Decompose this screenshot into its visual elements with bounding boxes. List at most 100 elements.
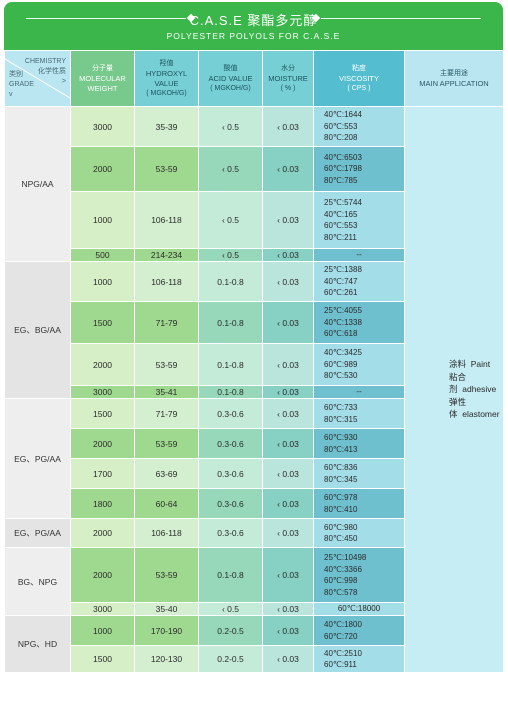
acid-value-cell: ‹ 0.5 <box>198 191 263 249</box>
molecular-weight-cell: 3000 <box>70 385 135 399</box>
viscosity-value: 60℃:261 <box>324 288 358 298</box>
viscosity-value: 40℃:3425 <box>324 348 362 358</box>
molecular-weight-cell: 2000 <box>70 518 135 548</box>
viscosity-value: 40℃:1338 <box>324 317 362 327</box>
application-cn: 弹性体 <box>449 396 467 420</box>
viscosity-value: 80℃:578 <box>324 587 358 597</box>
grade-cell: BG、NPG <box>4 547 71 616</box>
moisture-cell: ‹ 0.03 <box>262 106 314 147</box>
viscosity-value: 60℃:720 <box>324 631 358 641</box>
viscosity-value: 40℃:165 <box>324 209 358 219</box>
viscosity-cell: 60℃:836 80℃:345 <box>313 458 405 489</box>
header-chemistry: CHEMISTRY 化学性质 > <box>24 58 66 85</box>
title-english: POLYESTER POLYOLS FOR C.A.S.E <box>166 31 341 41</box>
viscosity-value: 80℃:345 <box>324 474 358 484</box>
acid-value-cell: 0.3-0.6 <box>198 518 263 548</box>
header-grade: 类别 GRADE v <box>9 71 34 98</box>
hydroxyl-value-cell: 63-69 <box>134 458 199 489</box>
hydroxyl-value-cell: 35-40 <box>134 602 199 616</box>
acid-value-cell: 0.1-0.8 <box>198 301 263 344</box>
application-cn: 涂料 <box>449 359 467 370</box>
viscosity-value: 25℃:10498 <box>324 553 367 562</box>
title-rule-right <box>321 18 481 19</box>
molecular-weight-cell: 1000 <box>70 191 135 249</box>
hydroxyl-value-cell: 106-118 <box>134 518 199 548</box>
application-cn: 粘合剂 <box>449 371 467 395</box>
header-chemistry-grade: CHEMISTRY 化学性质 > 类别 GRADE v <box>4 50 71 107</box>
acid-value-cell: ‹ 0.5 <box>198 146 263 192</box>
viscosity-cell: 25℃:10498 40℃:3366 60℃:998 80℃:578 <box>313 547 405 603</box>
header-acid-value: 酸值 ACID VALUE ( MGKOH/G) <box>198 50 263 107</box>
acid-value-cell: 0.3-0.6 <box>198 488 263 519</box>
viscosity-value: 25℃:5744 <box>324 198 362 207</box>
application-item: 粘合剂 adhesive <box>449 371 503 396</box>
molecular-weight-cell: 2000 <box>70 343 135 386</box>
viscosity-cell: 40℃:1800 60℃:720 <box>313 615 405 646</box>
hydroxyl-value-cell: 120-130 <box>134 645 199 673</box>
application-en: elastomer <box>462 409 500 420</box>
table-row: 500 214-234 ‹ 0.5 ‹ 0.03 -- <box>5 248 504 262</box>
acid-value-cell: 0.3-0.6 <box>198 458 263 489</box>
moisture-cell: ‹ 0.03 <box>262 645 314 673</box>
hydroxyl-value-cell: 170-190 <box>134 615 199 646</box>
viscosity-cell: 40℃:1644 60℃:553 80℃:208 <box>313 106 405 147</box>
moisture-cell: ‹ 0.03 <box>262 146 314 192</box>
table-row: 2000 53-59 0.1-0.8 ‹ 0.03 40℃:3425 60℃:989 80℃… <box>5 343 504 386</box>
hydroxyl-value-cell: 53-59 <box>134 547 199 603</box>
viscosity-value: 60℃:1798 <box>324 164 362 174</box>
viscosity-cell: 60℃:733 80℃:315 <box>313 398 405 429</box>
main-application-cell: 涂料 Paint 粘合剂 adhesive 弹性体 elastomer <box>404 106 504 673</box>
acid-value-cell: 0.1-0.8 <box>198 261 263 302</box>
moisture-cell: ‹ 0.03 <box>262 615 314 646</box>
viscosity-cell: 40℃:6503 60℃:1798 80℃:785 <box>313 146 405 192</box>
grade-cell: NPG/AA <box>4 106 71 262</box>
hydroxyl-value-cell: 53-59 <box>134 343 199 386</box>
viscosity-value: 40℃:3366 <box>324 564 362 574</box>
viscosity-value: 60℃:18000 <box>337 604 381 614</box>
acid-value-cell: 0.3-0.6 <box>198 398 263 429</box>
moisture-cell: ‹ 0.03 <box>262 602 314 616</box>
table-row: 1500 71-79 0.1-0.8 ‹ 0.03 25℃:4055 40℃:1338 60… <box>5 301 504 344</box>
molecular-weight-cell: 500 <box>70 248 135 262</box>
molecular-weight-cell: 1800 <box>70 488 135 519</box>
table-row: NPG/AA 3000 35-39 ‹ 0.5 ‹ 0.03 40℃:1644 60℃:55… <box>4 106 504 673</box>
moisture-cell: ‹ 0.03 <box>262 385 314 399</box>
header-row: CHEMISTRY 化学性质 > 类别 GRADE v 分子量 MOLECULA… <box>4 50 504 107</box>
viscosity-value: -- <box>356 387 362 397</box>
viscosity-value: 60℃:930 <box>324 433 358 442</box>
viscosity-value: 60℃:553 <box>324 221 358 230</box>
viscosity-value: 60℃:553 <box>324 121 358 131</box>
moisture-cell: ‹ 0.03 <box>262 248 314 262</box>
table-body: NPG/AA 3000 35-39 ‹ 0.5 ‹ 0.03 40℃:1644 60℃:55… <box>4 106 504 673</box>
hydroxyl-value-cell: 71-79 <box>134 301 199 344</box>
table-row: 1000 106-118 ‹ 0.5 ‹ 0.03 25℃:5744 40℃:165 60℃… <box>5 191 504 249</box>
moisture-cell: ‹ 0.03 <box>262 518 314 548</box>
viscosity-cell: 60℃:18000 <box>313 602 405 616</box>
application-item: 涂料 Paint <box>449 358 503 371</box>
viscosity-cell: -- <box>313 385 405 399</box>
viscosity-value: 80℃:211 <box>324 232 357 242</box>
header-molecular-weight: 分子量 MOLECULAR WEIGHT <box>70 50 135 107</box>
moisture-cell: ‹ 0.03 <box>262 458 314 489</box>
viscosity-cell: 60℃:930 80℃:413 <box>313 428 405 459</box>
hydroxyl-value-cell: 214-234 <box>134 248 199 262</box>
molecular-weight-cell: 2000 <box>70 547 135 603</box>
viscosity-value: 60℃:618 <box>324 329 358 339</box>
table-row: 1700 63-69 0.3-0.6 ‹ 0.03 60℃:836 80℃:345 <box>5 458 504 489</box>
table-row: EG、BG/AA 1000 106-118 0.1-0.8 ‹ 0.03 25℃:1388… <box>4 261 504 399</box>
header-main-application: 主要用途 MAIN APPLICATION <box>404 50 504 107</box>
viscosity-cell: 25℃:1388 40℃:747 60℃:261 <box>313 261 405 302</box>
acid-value-cell: ‹ 0.5 <box>198 248 263 262</box>
hydroxyl-value-cell: 53-59 <box>134 146 199 192</box>
table-row: 1800 60-64 0.3-0.6 ‹ 0.03 60℃:978 80℃:410 <box>5 488 504 519</box>
molecular-weight-cell: 1700 <box>70 458 135 489</box>
viscosity-value: 40℃:1800 <box>324 620 362 629</box>
hydroxyl-value-cell: 35-39 <box>134 106 199 147</box>
viscosity-cell: 40℃:2510 60℃:911 <box>313 645 405 673</box>
viscosity-cell: -- <box>313 248 405 262</box>
acid-value-cell: 0.2-0.5 <box>198 645 263 673</box>
header-moisture: 水分 MOISTURE ( % ) <box>262 50 314 107</box>
viscosity-value: 25℃:1388 <box>324 265 362 275</box>
moisture-cell: ‹ 0.03 <box>262 488 314 519</box>
molecular-weight-cell: 2000 <box>70 428 135 459</box>
